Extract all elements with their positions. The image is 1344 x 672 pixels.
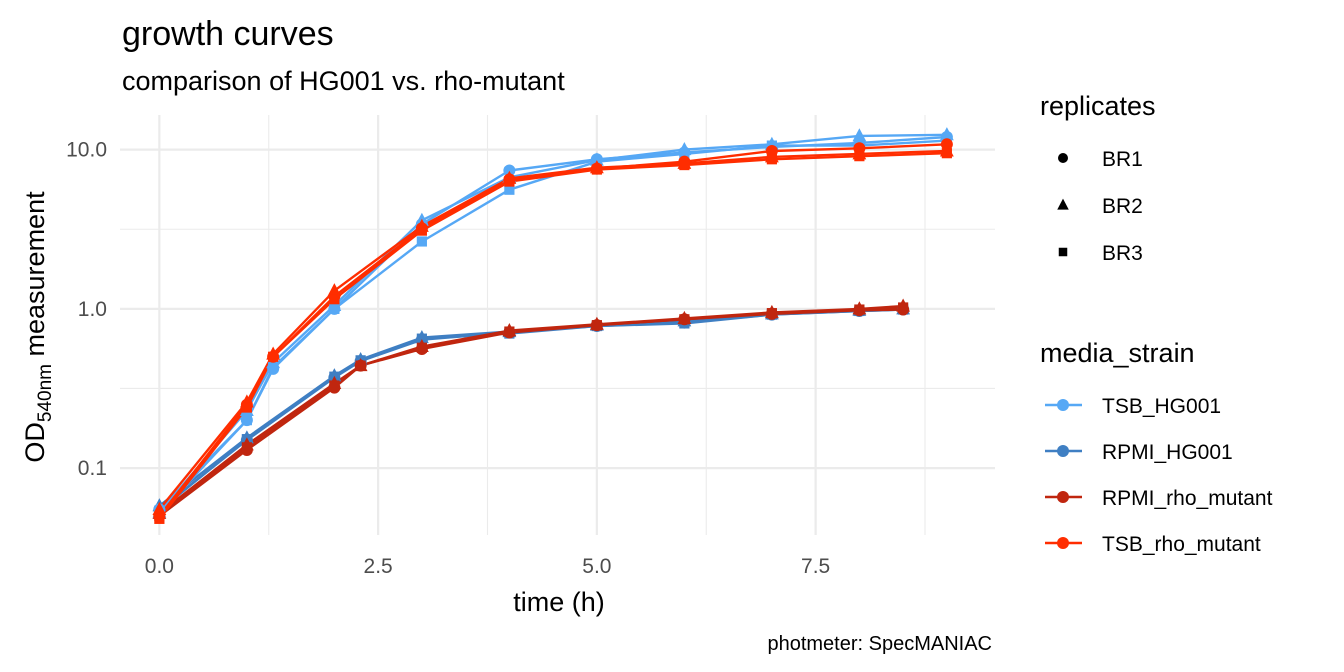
point-square	[329, 380, 340, 391]
point-square	[241, 415, 252, 426]
series-line-TSB_rho_mutant-BR3	[158, 152, 947, 520]
point-square	[416, 225, 427, 236]
data-points	[152, 127, 954, 524]
point-triangle	[1057, 198, 1069, 210]
series-line-TSB_HG001-BR2	[158, 133, 947, 513]
series-line-RPMI_HG001-BR1	[158, 308, 904, 511]
point-square	[241, 402, 252, 413]
point-square	[268, 351, 279, 362]
point-square	[329, 303, 340, 314]
y-tick-label: 10.0	[66, 139, 107, 162]
legend-key-point	[1057, 537, 1069, 549]
point-square	[679, 148, 690, 160]
point-square	[898, 302, 909, 313]
point-circle	[1058, 153, 1068, 163]
legend-item-label: BR1	[1102, 148, 1143, 171]
point-square	[268, 362, 279, 373]
y-axis-label: OD540nm measurement	[20, 191, 56, 463]
legend-item-label: TSB_HG001	[1102, 395, 1221, 418]
point-square	[416, 342, 427, 353]
x-tick-label: 2.5	[364, 555, 393, 578]
point-square	[355, 360, 366, 371]
point-square	[766, 308, 777, 319]
point-square	[679, 314, 690, 325]
point-square	[329, 294, 340, 305]
point-square	[591, 320, 602, 331]
legend-item-label: BR3	[1102, 242, 1143, 265]
point-square	[766, 154, 777, 165]
point-square	[1058, 247, 1068, 257]
y-tick-label: 1.0	[78, 298, 107, 321]
point-square	[941, 148, 952, 159]
legend-item-label: RPMI_HG001	[1102, 441, 1233, 464]
series-line-RPMI_HG001-BR2	[158, 307, 904, 507]
legend-replicates: replicates BR1 BR2 BR3	[1040, 91, 1156, 265]
legend-key-point	[1057, 399, 1069, 411]
point-square	[854, 151, 865, 162]
legend-key-point	[1057, 445, 1069, 457]
x-axis-label: time (h)	[513, 587, 605, 617]
point-square	[416, 333, 427, 344]
legend-item-label: TSB_rho_mutant	[1102, 533, 1261, 556]
x-axis-ticks: 0.0 2.5 5.0 7.5	[145, 555, 830, 578]
point-square	[679, 159, 690, 171]
point-triangle	[327, 283, 342, 297]
point-square	[591, 164, 602, 175]
y-axis-label-main: OD	[20, 422, 50, 463]
y-axis-label-suffix: measurement	[20, 191, 50, 364]
series-lines	[158, 133, 947, 520]
chart-caption: photmeter: SpecMANIAC	[767, 633, 992, 655]
series-line-RPMI_rho_mutant-BR1	[158, 308, 904, 517]
point-square	[416, 236, 427, 247]
point-square	[154, 513, 165, 524]
x-tick-label: 0.0	[145, 555, 174, 578]
x-tick-label: 5.0	[582, 555, 611, 578]
series-line-RPMI_rho_mutant-BR2	[158, 304, 904, 515]
point-square	[854, 304, 865, 315]
y-tick-label: 0.1	[78, 457, 107, 480]
point-square	[241, 442, 252, 453]
point-square	[504, 176, 515, 187]
point-square	[504, 184, 515, 195]
plot-grid	[120, 115, 995, 535]
x-tick-label: 7.5	[801, 555, 830, 578]
legend-item-label: RPMI_rho_mutant	[1102, 487, 1273, 510]
legend-key-point	[1057, 491, 1069, 503]
y-axis-ticks: 0.1 1.0 10.0	[66, 139, 107, 480]
legend-title-replicates: replicates	[1040, 91, 1156, 121]
legend-title-media-strain: media_strain	[1040, 338, 1195, 368]
point-square	[504, 326, 515, 337]
series-line-RPMI_rho_mutant-BR3	[158, 306, 904, 517]
point-triangle	[152, 501, 167, 515]
point-triangle	[852, 128, 867, 142]
y-axis-label-subscript: 540nm	[35, 364, 56, 422]
legend-item-label: BR2	[1102, 195, 1143, 218]
series-line-RPMI_HG001-BR3	[158, 308, 904, 512]
legend-media-strain: media_strain TSB_HG001 RPMI_HG001 RPMI_rho_…	[1040, 338, 1273, 556]
chart-subtitle: comparison of HG001 vs. rho-mutant	[122, 66, 565, 96]
chart-title: growth curves	[122, 15, 334, 53]
series-line-TSB_HG001-BR1	[158, 135, 947, 511]
